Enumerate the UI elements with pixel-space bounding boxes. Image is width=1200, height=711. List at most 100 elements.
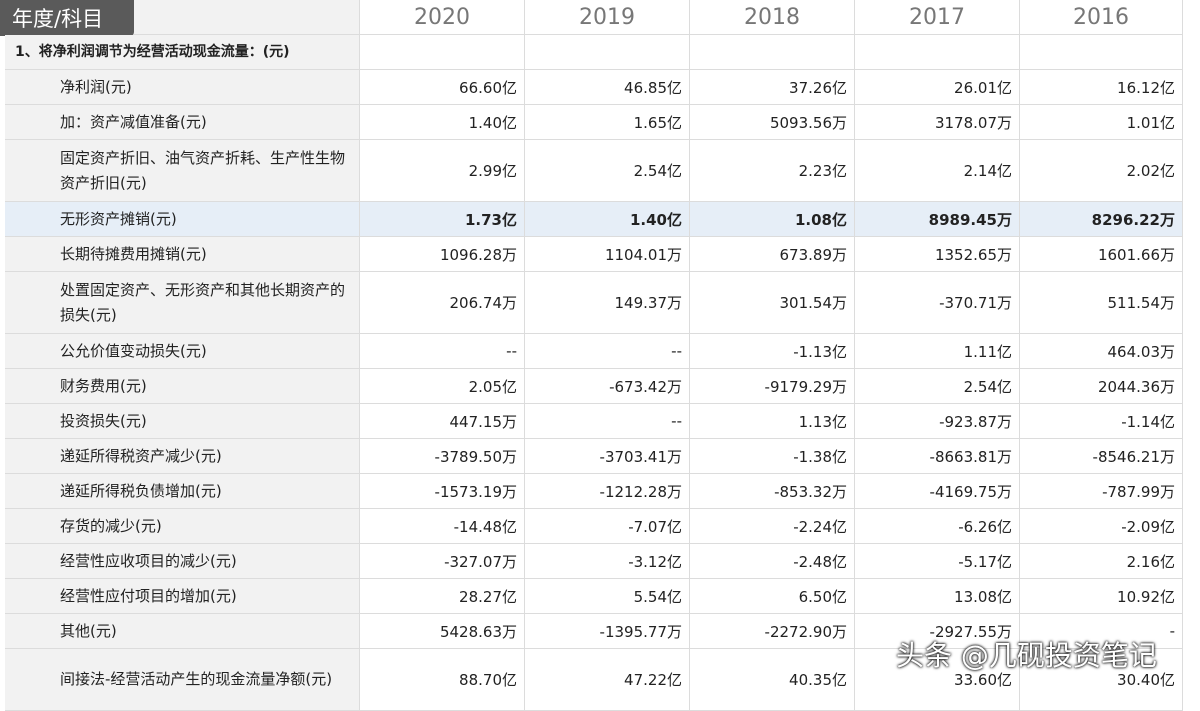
value-cell: 2044.36万 bbox=[1020, 369, 1183, 404]
value-cell: 5093.56万 bbox=[690, 105, 855, 140]
watermark: 头条 @几砚投资笔记 bbox=[896, 639, 1157, 672]
value-cell: -1.13亿 bbox=[690, 334, 855, 369]
row-label: 净利润(元) bbox=[5, 70, 360, 105]
year-header: 2016 bbox=[1020, 0, 1183, 35]
value-cell: 447.15万 bbox=[360, 404, 525, 439]
row-label: 加：资产减值准备(元) bbox=[5, 105, 360, 140]
value-cell: - bbox=[1020, 614, 1183, 649]
empty-cell bbox=[525, 35, 690, 70]
value-cell: -327.07万 bbox=[360, 544, 525, 579]
value-cell: -1.14亿 bbox=[1020, 404, 1183, 439]
value-cell: 2.23亿 bbox=[690, 140, 855, 202]
value-cell: -2927.55万 bbox=[855, 614, 1020, 649]
value-cell: 206.74万 bbox=[360, 272, 525, 334]
value-cell: -3.12亿 bbox=[525, 544, 690, 579]
value-cell: 1601.66万 bbox=[1020, 237, 1183, 272]
value-cell: -8663.81万 bbox=[855, 439, 1020, 474]
value-cell: 673.89万 bbox=[690, 237, 855, 272]
corner-label: 年度/科目 bbox=[0, 0, 134, 36]
value-cell: -5.17亿 bbox=[855, 544, 1020, 579]
row-label: 处置固定资产、无形资产和其他长期资产的损失(元) bbox=[5, 272, 360, 334]
value-cell: -8546.21万 bbox=[1020, 439, 1183, 474]
value-cell: -3789.50万 bbox=[360, 439, 525, 474]
value-cell: 2.05亿 bbox=[360, 369, 525, 404]
value-cell: 3178.07万 bbox=[855, 105, 1020, 140]
value-cell: 6.50亿 bbox=[690, 579, 855, 614]
value-cell: -673.42万 bbox=[525, 369, 690, 404]
value-cell: 1104.01万 bbox=[525, 237, 690, 272]
value-cell: -- bbox=[525, 404, 690, 439]
row-label: 财务费用(元) bbox=[5, 369, 360, 404]
value-cell: 1096.28万 bbox=[360, 237, 525, 272]
year-header: 2018 bbox=[690, 0, 855, 35]
value-cell: -- bbox=[360, 334, 525, 369]
value-cell: -- bbox=[525, 334, 690, 369]
value-cell: -853.32万 bbox=[690, 474, 855, 509]
value-cell: 46.85亿 bbox=[525, 70, 690, 105]
row-label: 长期待摊费用摊销(元) bbox=[5, 237, 360, 272]
value-cell: 2.99亿 bbox=[360, 140, 525, 202]
row-label: 其他(元) bbox=[5, 614, 360, 649]
value-cell: -4169.75万 bbox=[855, 474, 1020, 509]
value-cell: 1352.65万 bbox=[855, 237, 1020, 272]
row-label: 公允价值变动损失(元) bbox=[5, 334, 360, 369]
value-cell: 28.27亿 bbox=[360, 579, 525, 614]
value-cell: 2.54亿 bbox=[855, 369, 1020, 404]
value-cell: 66.60亿 bbox=[360, 70, 525, 105]
value-cell: -14.48亿 bbox=[360, 509, 525, 544]
value-cell: 10.92亿 bbox=[1020, 579, 1183, 614]
value-cell: 1.40亿 bbox=[525, 202, 690, 237]
value-cell: 88.70亿 bbox=[360, 649, 525, 711]
value-cell: -370.71万 bbox=[855, 272, 1020, 334]
value-cell: 149.37万 bbox=[525, 272, 690, 334]
value-cell: 511.54万 bbox=[1020, 272, 1183, 334]
value-cell: -1395.77万 bbox=[525, 614, 690, 649]
value-cell: 13.08亿 bbox=[855, 579, 1020, 614]
value-cell: 16.12亿 bbox=[1020, 70, 1183, 105]
value-cell: 301.54万 bbox=[690, 272, 855, 334]
value-cell: -9179.29万 bbox=[690, 369, 855, 404]
value-cell: 464.03万 bbox=[1020, 334, 1183, 369]
value-cell: 1.11亿 bbox=[855, 334, 1020, 369]
value-cell: -7.07亿 bbox=[525, 509, 690, 544]
row-label: 固定资产折旧、油气资产折耗、生产性生物资产折旧(元) bbox=[5, 140, 360, 202]
row-label: 经营性应付项目的增加(元) bbox=[5, 579, 360, 614]
value-cell: 26.01亿 bbox=[855, 70, 1020, 105]
value-cell: 1.65亿 bbox=[525, 105, 690, 140]
value-cell: 2.14亿 bbox=[855, 140, 1020, 202]
value-cell: 37.26亿 bbox=[690, 70, 855, 105]
value-cell: 1.08亿 bbox=[690, 202, 855, 237]
value-cell: -3703.41万 bbox=[525, 439, 690, 474]
value-cell: -923.87万 bbox=[855, 404, 1020, 439]
value-cell: -1212.28万 bbox=[525, 474, 690, 509]
empty-cell bbox=[690, 35, 855, 70]
value-cell: -2272.90万 bbox=[690, 614, 855, 649]
value-cell: -2.48亿 bbox=[690, 544, 855, 579]
value-cell: -1573.19万 bbox=[360, 474, 525, 509]
value-cell: 5.54亿 bbox=[525, 579, 690, 614]
value-cell: 2.02亿 bbox=[1020, 140, 1183, 202]
value-cell: 47.22亿 bbox=[525, 649, 690, 711]
value-cell: 2.54亿 bbox=[525, 140, 690, 202]
value-cell: 40.35亿 bbox=[690, 649, 855, 711]
row-label: 间接法-经营活动产生的现金流量净额(元) bbox=[5, 649, 360, 711]
value-cell: 8989.45万 bbox=[855, 202, 1020, 237]
row-label: 递延所得税负债增加(元) bbox=[5, 474, 360, 509]
row-label: 递延所得税资产减少(元) bbox=[5, 439, 360, 474]
value-cell: -1.38亿 bbox=[690, 439, 855, 474]
value-cell: 1.40亿 bbox=[360, 105, 525, 140]
value-cell: 1.01亿 bbox=[1020, 105, 1183, 140]
row-label: 无形资产摊销(元) bbox=[5, 202, 360, 237]
empty-cell bbox=[1020, 35, 1183, 70]
empty-cell bbox=[855, 35, 1020, 70]
year-header: 2017 bbox=[855, 0, 1020, 35]
row-label: 经营性应收项目的减少(元) bbox=[5, 544, 360, 579]
year-header: 2020 bbox=[360, 0, 525, 35]
value-cell: -6.26亿 bbox=[855, 509, 1020, 544]
empty-cell bbox=[360, 35, 525, 70]
value-cell: 2.16亿 bbox=[1020, 544, 1183, 579]
value-cell: 8296.22万 bbox=[1020, 202, 1183, 237]
value-cell: 1.73亿 bbox=[360, 202, 525, 237]
value-cell: -2.09亿 bbox=[1020, 509, 1183, 544]
